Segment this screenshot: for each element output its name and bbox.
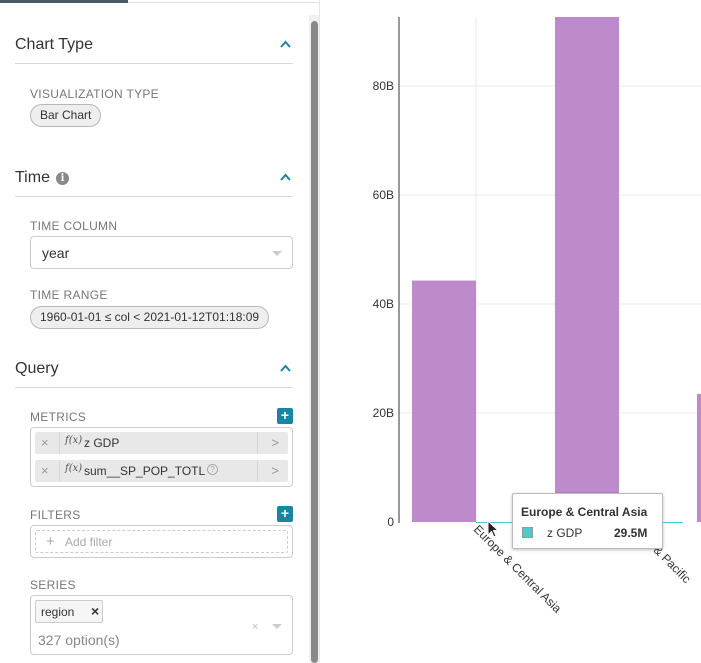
chevron-right-icon[interactable]: > [271,435,279,450]
tooltip-swatch [522,527,533,538]
section-title: Chart Type [15,36,93,53]
filters-label: FILTERS [30,508,81,522]
chart-tooltip: Europe & Central Asia z GDP 29.5M [512,493,663,549]
add-filter-icon-button[interactable]: + [277,506,293,522]
bar[interactable] [412,280,476,522]
series-option-count: 327 option(s) [38,632,120,648]
chevron-up-icon[interactable] [280,173,291,181]
metric-name: sum__SP_POP_TOTL [84,464,206,478]
section-time[interactable]: Time i [15,163,293,197]
series-label: SERIES [30,578,76,592]
y-tick-label: 20B [373,406,394,420]
tab-bar-divider [128,2,319,3]
clear-icon[interactable]: × [252,621,259,633]
chevron-up-icon[interactable] [280,40,291,48]
function-icon: f(x) [65,463,83,474]
time-column-label: TIME COLUMN [30,219,118,233]
close-icon[interactable]: × [91,603,100,619]
add-metric-button[interactable]: + [277,408,293,424]
time-range-label: TIME RANGE [30,288,108,302]
time-range-pill[interactable]: 1960-01-01 ≤ col < 2021-01-12T01:18:09 [30,306,270,329]
divider [59,460,60,482]
metrics-box[interactable]: × f(x) z GDP > × f(x) sum__SP_POP_TOTL ?… [30,427,293,487]
section-title: Time [15,169,50,186]
mouse-cursor-icon [487,520,499,538]
close-icon[interactable]: × [41,435,49,450]
viz-type-label: VISUALIZATION TYPE [30,87,159,101]
active-tab-indicator[interactable] [0,0,128,3]
viz-type-pill[interactable]: Bar Chart [30,104,102,127]
series-tag-label: region [41,605,75,619]
add-filter-label: Add filter [65,535,113,549]
tooltip-title: Europe & Central Asia [521,505,648,519]
divider [59,432,60,454]
series-tag[interactable]: region × [35,600,103,623]
close-icon[interactable]: × [41,463,49,478]
y-tick-label: 60B [373,188,394,202]
series-select[interactable]: region × 327 option(s) × [30,595,293,655]
time-column-select[interactable]: year [30,236,293,269]
time-column-value: year [42,245,70,261]
caret-down-icon[interactable] [272,251,282,256]
scrollbar-thumb[interactable] [311,21,318,663]
plus-icon: + [46,533,55,550]
chevron-up-icon[interactable] [280,364,291,372]
metric-name: z GDP [84,436,120,450]
y-tick-label: 40B [373,297,394,311]
question-icon[interactable]: ? [207,464,218,475]
function-icon: f(x) [65,435,83,446]
y-tick-label: 80B [373,79,394,93]
tooltip-value: 29.5M [614,526,648,540]
info-icon[interactable]: i [55,171,69,185]
metric-item[interactable]: × f(x) z GDP > [35,432,288,454]
bar[interactable] [697,393,701,522]
add-filter-button[interactable]: + Add filter [35,530,288,553]
filters-box: + Add filter [30,525,293,558]
section-query[interactable]: Query [15,354,293,388]
section-title-wrap: Time i [15,169,69,187]
divider [257,432,258,454]
divider [257,460,258,482]
caret-down-icon[interactable] [272,624,282,629]
tooltip-series-name: z GDP [547,526,583,540]
chart-area: 0 20B 40B 60B 80B Europe & Central Asia Asia &… [321,0,701,663]
metrics-label: METRICS [30,410,87,424]
section-title: Query [15,360,59,377]
section-chart-type[interactable]: Chart Type [15,30,293,64]
chevron-right-icon[interactable]: > [271,463,279,478]
metric-item[interactable]: × f(x) sum__SP_POP_TOTL ? > [35,460,288,482]
control-panel: Chart Type VISUALIZATION TYPE Bar Chart … [0,0,320,663]
bar[interactable] [555,17,619,522]
y-tick-label: 0 [387,515,394,529]
